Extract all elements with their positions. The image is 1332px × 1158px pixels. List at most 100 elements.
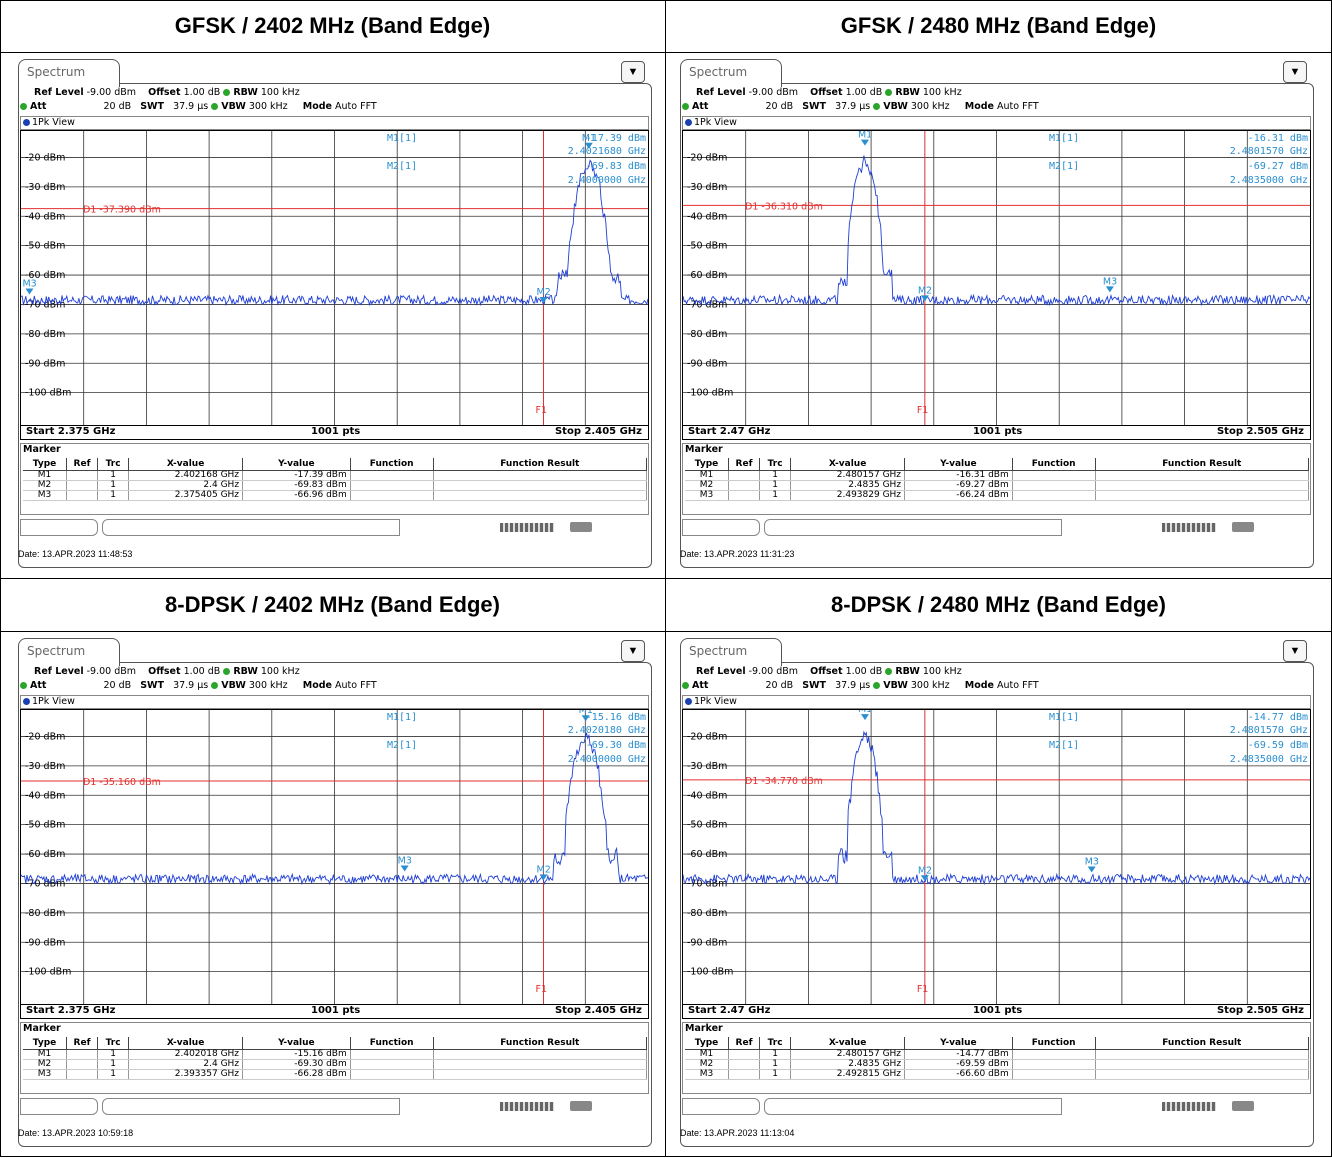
column-header: Ref (728, 458, 761, 471)
y-tick-label: -90 dBm (25, 937, 65, 948)
column-header: X-value (790, 458, 906, 471)
menu-icon[interactable]: ▼ (621, 640, 645, 662)
vbw-status-icon (211, 682, 219, 689)
y-tick-label: -70 dBm (687, 299, 727, 310)
marker-cell: -66.60 dBm (904, 1069, 1013, 1080)
marker-cell: 2.393357 GHz (128, 1069, 244, 1080)
y-tick-label: -50 dBm (687, 820, 727, 831)
stop-frequency: Stop 2.505 GHz (1216, 426, 1304, 437)
column-header: Y-value (242, 1037, 351, 1050)
column-header: Function Result (433, 1037, 648, 1050)
marker-triangle-icon (539, 874, 548, 881)
y-tick-label: -90 dBm (25, 358, 65, 369)
marker-cell: -69.30 dBm (242, 1059, 351, 1070)
ref-level-label: Ref Level (696, 87, 746, 98)
marker-cell: -69.59 dBm (904, 1059, 1013, 1070)
column-header: Trc (97, 1037, 130, 1050)
marker-readout: 2.4000000 GHz (568, 754, 646, 765)
marker-cell: 1 (759, 480, 792, 491)
marker-readout: -69.27 dBm (1248, 161, 1308, 172)
spectrum-plot[interactable]: -20 dBm -30 dBm -40 dBm -50 dBm -60 dBm -70 d… (20, 709, 649, 1005)
marker-cell (728, 1059, 761, 1070)
marker-cell: -69.83 dBm (242, 480, 351, 491)
marker-row[interactable]: M3 1 2.375405 GHz -66.96 dBm (23, 490, 648, 501)
spectrum-plot[interactable]: -20 dBm -30 dBm -40 dBm -50 dBm -60 dBm -70 d… (682, 709, 1311, 1005)
marker-row[interactable]: M2 1 2.4835 GHz -69.59 dBm (685, 1059, 1310, 1070)
y-tick-label: -40 dBm (687, 790, 727, 801)
att-status-icon (682, 103, 689, 110)
analyzer-frame (18, 662, 652, 1147)
trace-indicator-icon (23, 119, 30, 126)
marker-row[interactable]: M2 1 2.4 GHz -69.30 dBm (23, 1059, 648, 1070)
ref-level-label: Ref Level (34, 87, 84, 98)
tab-spectrum[interactable]: Spectrum (18, 638, 120, 666)
marker-cell: -69.27 dBm (904, 480, 1013, 491)
marker-readout: M1[1] (1049, 712, 1079, 723)
att-status-icon (20, 682, 27, 689)
column-header: Type (23, 1037, 67, 1050)
device-status-icon (570, 1101, 592, 1111)
marker-readout: -69.30 dBm (586, 740, 646, 751)
marker-row[interactable]: M1 1 2.402018 GHz -15.16 dBm (23, 1049, 648, 1060)
tab-spectrum[interactable]: Spectrum (18, 59, 120, 87)
frequency-axis-bar: Start 2.47 GHz 1001 pts Stop 2.505 GHz (682, 1005, 1311, 1019)
marker-cell: 1 (97, 1049, 130, 1060)
marker-row[interactable]: M3 1 2.493829 GHz -66.24 dBm (685, 490, 1310, 501)
grid-divider-h3 (0, 631, 1332, 632)
marker-row[interactable]: M3 1 2.393357 GHz -66.28 dBm (23, 1069, 648, 1080)
marker-cell (433, 1069, 648, 1080)
marker-cell (350, 490, 434, 501)
marker-table: Type Ref Trc X-value Y-value Function Function… (23, 1037, 648, 1080)
marker-row[interactable]: M2 1 2.4 GHz -69.83 dBm (23, 480, 648, 491)
marker-readout: M2[1] (387, 161, 417, 172)
marker-row[interactable]: M1 1 2.402168 GHz -17.39 dBm (23, 470, 648, 481)
menu-icon[interactable]: ▼ (1283, 61, 1307, 83)
column-header: X-value (128, 458, 244, 471)
tab-spectrum[interactable]: Spectrum (680, 59, 782, 87)
marker-cell: -15.16 dBm (242, 1049, 351, 1060)
marker-row[interactable]: M1 1 2.480157 GHz -14.77 dBm (685, 1049, 1310, 1060)
trace-view-bar: 1Pk View (20, 116, 649, 130)
y-tick-label: -50 dBm (687, 241, 727, 252)
marker-readout: 2.4020180 GHz (568, 725, 646, 736)
marker-row[interactable]: M1 1 2.480157 GHz -16.31 dBm (685, 470, 1310, 481)
mode-label: Mode (964, 680, 994, 691)
y-tick-label: -60 dBm (25, 270, 65, 281)
start-frequency: Start 2.47 GHz (688, 426, 771, 437)
marker-row[interactable]: M3 1 2.492815 GHz -66.60 dBm (685, 1069, 1310, 1080)
status-field-left (20, 519, 98, 536)
offset-value: 1.00 dB (183, 666, 221, 677)
marker-row[interactable]: M2 1 2.4835 GHz -69.27 dBm (685, 480, 1310, 491)
column-header: Function (350, 1037, 434, 1050)
spectrum-plot[interactable]: -20 dBm -30 dBm -40 dBm -50 dBm -60 dBm -70 d… (20, 130, 649, 426)
tab-spectrum[interactable]: Spectrum (680, 638, 782, 666)
marker-cell: 1 (759, 1059, 792, 1070)
y-tick-label: -100 dBm (25, 388, 71, 399)
y-tick-label: -80 dBm (25, 908, 65, 919)
marker-cell: M2 (685, 480, 729, 491)
menu-icon[interactable]: ▼ (621, 61, 645, 83)
stop-frequency: Stop 2.405 GHz (554, 426, 642, 437)
ref-level-label: Ref Level (696, 666, 746, 677)
vbw-value: 300 kHz (910, 101, 950, 112)
marker-readout: 2.4835000 GHz (1230, 754, 1308, 765)
mode-value: Auto FFT (335, 101, 377, 112)
swt-label: SWT (802, 101, 826, 112)
y-tick-label: -20 dBm (687, 152, 727, 163)
marker-readout: 2.4801570 GHz (1230, 146, 1308, 157)
spectrum-panel: Spectrum ▼ Ref Level -9.00 dBm Offset 1.… (0, 632, 665, 1158)
mode-value: Auto FFT (335, 680, 377, 691)
spectrum-plot[interactable]: -20 dBm -30 dBm -40 dBm -50 dBm -60 dBm -70 d… (682, 130, 1311, 426)
marker-cell (728, 1049, 761, 1060)
ref-level-value: -9.00 dBm (86, 87, 137, 98)
trace-indicator-icon (685, 698, 692, 705)
vbw-label: VBW (221, 680, 246, 691)
menu-icon[interactable]: ▼ (1283, 640, 1307, 662)
column-header: Ref (66, 1037, 99, 1050)
y-tick-label: -80 dBm (687, 908, 727, 919)
att-status-icon (682, 682, 689, 689)
device-status-icon (1232, 522, 1254, 532)
marker-triangle-icon (539, 296, 548, 303)
analyzer-frame (680, 662, 1314, 1147)
marker-cell (433, 490, 648, 501)
